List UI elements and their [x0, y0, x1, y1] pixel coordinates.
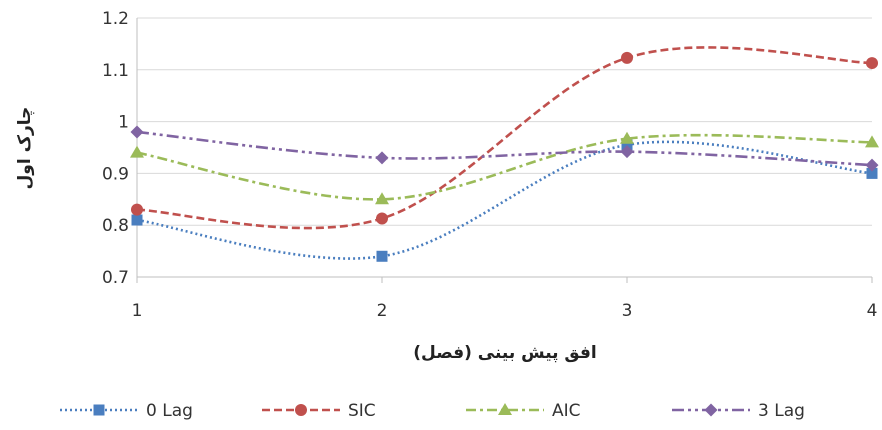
y-axis-title: چارک اول	[15, 107, 35, 190]
x-tick-label-3: 3	[622, 301, 633, 321]
y-tick-label-1: 1	[118, 113, 129, 133]
legend-marker-sic	[295, 404, 307, 416]
series-line-3-lag	[136, 130, 873, 167]
legend-item-3-lag: 3 Lag	[672, 401, 805, 421]
data-point-sic-1	[131, 203, 143, 216]
legend-item-sic: SIC	[262, 401, 376, 421]
y-tick-label-1.1: 1.1	[102, 61, 129, 81]
x-axis-title: افق پیش بینی (فصل)	[413, 343, 596, 363]
data-point-3-lag-2	[375, 151, 389, 165]
data-point-0-lag-2	[376, 250, 388, 262]
x-tick-label-1: 1	[132, 301, 143, 321]
legend-marker-0-lag	[93, 404, 105, 416]
series-0-lag	[131, 139, 878, 262]
y-tick-label-0.7: 0.7	[102, 268, 129, 288]
data-point-sic-3	[621, 51, 633, 64]
legend-marker-aic	[498, 403, 512, 415]
data-point-0-lag-4	[866, 167, 878, 179]
data-point-0-lag-1	[131, 214, 143, 226]
series-aic	[130, 131, 879, 205]
legend-label-0-lag: 0 Lag	[146, 401, 193, 421]
data-point-sic-2	[376, 212, 388, 225]
data-point-aic-1	[130, 145, 144, 158]
legend-label-aic: AIC	[552, 401, 581, 421]
data-point-aic-2	[375, 192, 389, 205]
legend-marker-3-lag	[704, 403, 718, 417]
gridlines	[137, 17, 872, 226]
data-point-sic-4	[866, 57, 878, 70]
series-line-0-lag	[136, 140, 873, 260]
legend-label-sic: SIC	[348, 401, 376, 421]
series	[130, 46, 879, 262]
legend-item-aic: AIC	[466, 401, 581, 421]
data-point-0-lag-3	[621, 139, 633, 151]
data-point-3-lag-1	[130, 125, 144, 139]
legend-label-3-lag: 3 Lag	[758, 401, 805, 421]
data-point-aic-3	[620, 131, 634, 144]
series-sic	[131, 46, 878, 230]
data-point-aic-4	[865, 135, 879, 148]
x-tick-label-4: 4	[867, 301, 878, 321]
data-point-3-lag-4	[865, 158, 879, 172]
data-point-3-lag-3	[620, 145, 634, 159]
x-tick-label-2: 2	[377, 301, 388, 321]
series-3-lag	[130, 125, 879, 172]
y-tick-label-0.8: 0.8	[102, 216, 129, 236]
tick-labels: 0.7 0.8 0.9 1 1.1 1.2 1 2 3 4	[102, 9, 877, 321]
legend: 0 Lag SIC AIC 3 Lag	[60, 401, 805, 421]
y-tick-label-0.9: 0.9	[102, 164, 129, 184]
series-line-aic	[136, 133, 873, 201]
legend-item-0-lag: 0 Lag	[60, 401, 193, 421]
series-line-sic	[136, 46, 873, 230]
y-tick-label-1.2: 1.2	[102, 9, 129, 29]
